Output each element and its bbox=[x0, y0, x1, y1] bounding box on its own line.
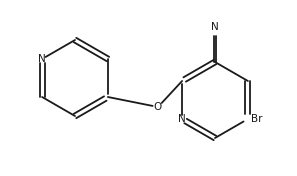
Text: N: N bbox=[178, 114, 186, 124]
Text: N: N bbox=[211, 22, 219, 32]
Text: Br: Br bbox=[251, 114, 263, 124]
Text: O: O bbox=[154, 102, 162, 112]
Text: N: N bbox=[38, 54, 46, 64]
